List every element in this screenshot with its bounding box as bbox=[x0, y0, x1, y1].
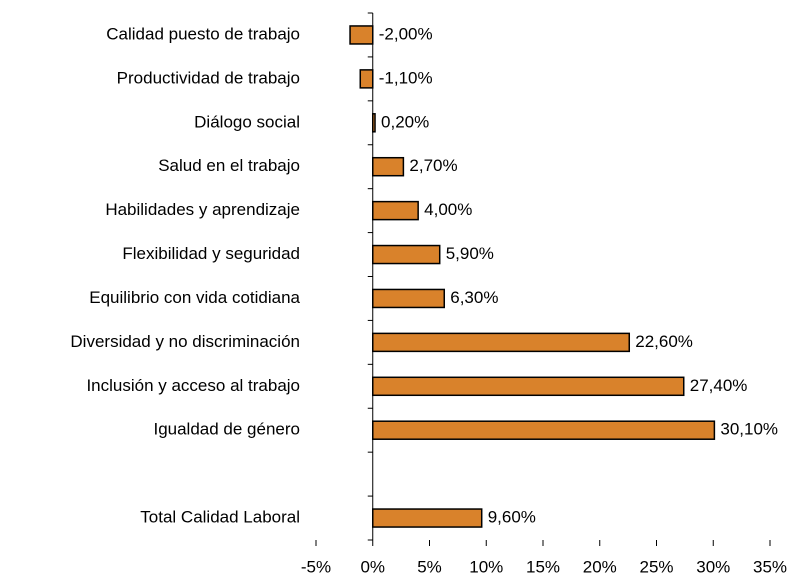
bar bbox=[372, 420, 716, 440]
value-label: 30,10% bbox=[720, 420, 778, 439]
bar bbox=[372, 200, 419, 221]
bar bbox=[349, 25, 374, 45]
x-tick-label: 15% bbox=[526, 557, 560, 576]
x-tick-label: 35% bbox=[753, 557, 787, 576]
bar bbox=[372, 288, 446, 309]
y-tick-label: Calidad puesto de trabajo bbox=[106, 24, 300, 43]
value-label: 2,70% bbox=[409, 156, 457, 175]
bar bbox=[372, 508, 483, 528]
y-tick-label: Equilibrio con vida cotidiana bbox=[89, 288, 300, 307]
x-tick-label: 25% bbox=[639, 557, 673, 576]
y-tick-label: Salud en el trabajo bbox=[158, 156, 300, 175]
bar bbox=[359, 69, 374, 89]
y-tick-label: Total Calidad Laboral bbox=[140, 508, 300, 527]
bar bbox=[372, 113, 376, 133]
x-tick-label: 5% bbox=[417, 557, 442, 576]
value-label: -1,10% bbox=[379, 68, 433, 87]
y-tick-label: Inclusión y acceso al trabajo bbox=[86, 376, 300, 395]
x-tick-label: -5% bbox=[301, 557, 331, 576]
bar bbox=[372, 156, 405, 177]
value-label: 5,90% bbox=[446, 244, 494, 263]
value-label: -2,00% bbox=[379, 24, 433, 43]
x-tick-label: 30% bbox=[696, 557, 730, 576]
x-tick-label: 10% bbox=[469, 557, 503, 576]
value-label: 27,40% bbox=[690, 376, 748, 395]
y-tick-label: Habilidades y aprendizaje bbox=[105, 200, 300, 219]
y-tick-label: Flexibilidad y seguridad bbox=[122, 244, 300, 263]
x-tick-label: 20% bbox=[583, 557, 617, 576]
y-tick-label: Igualdad de género bbox=[153, 420, 300, 439]
bar bbox=[372, 332, 631, 353]
bar bbox=[372, 244, 441, 265]
y-tick-label: Diálogo social bbox=[194, 112, 300, 131]
value-label: 4,00% bbox=[424, 200, 472, 219]
value-label: 6,30% bbox=[450, 288, 498, 307]
value-label: 22,60% bbox=[635, 332, 693, 351]
y-tick-label: Productividad de trabajo bbox=[117, 68, 300, 87]
bar bbox=[372, 376, 685, 397]
y-tick-label: Diversidad y no discriminación bbox=[70, 332, 300, 351]
value-label: 0,20% bbox=[381, 112, 429, 131]
x-tick-label: 0% bbox=[360, 557, 385, 576]
value-label: 9,60% bbox=[488, 508, 536, 527]
